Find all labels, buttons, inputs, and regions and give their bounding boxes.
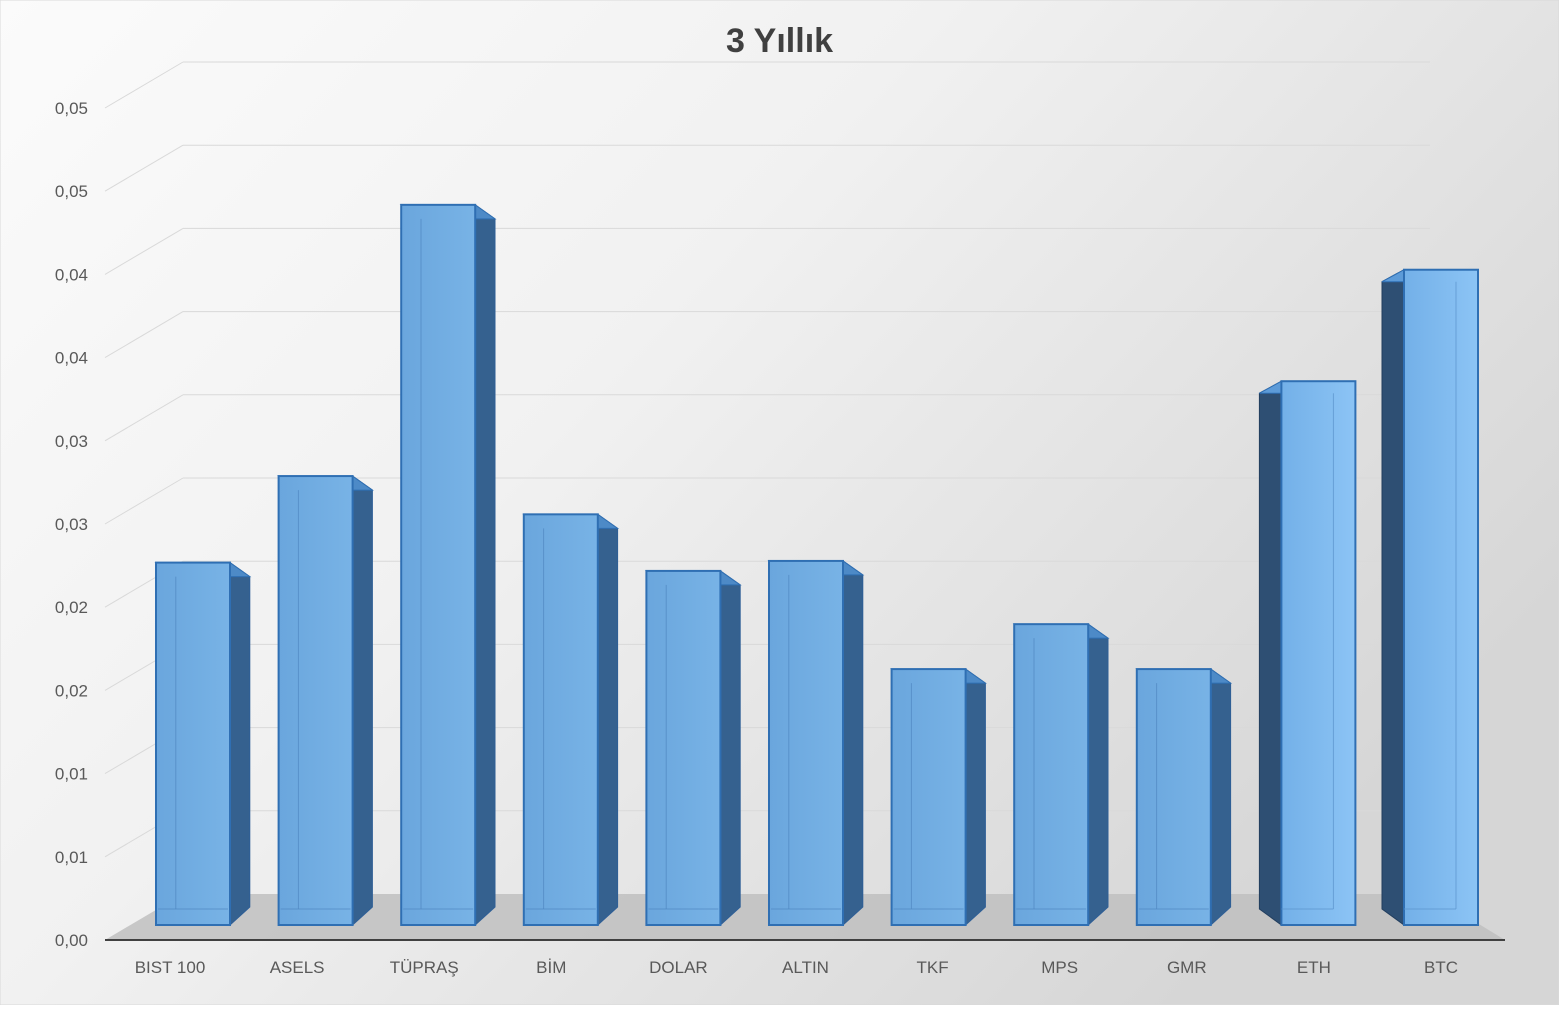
x-tick-label: ETH	[1297, 958, 1331, 977]
y-tick-label: 0,03	[55, 515, 88, 534]
x-tick-label: TÜPRAŞ	[390, 958, 459, 977]
bar-front	[522, 513, 599, 926]
gridline-diagonal	[104, 61, 184, 109]
x-tick-label: BTC	[1424, 958, 1458, 977]
y-tick-label: 0,01	[55, 848, 88, 867]
bar-front	[1403, 268, 1479, 926]
y-tick-label: 0,05	[55, 99, 88, 118]
bar-side	[474, 203, 496, 927]
bar-side	[352, 475, 373, 927]
x-tick-label: GMR	[1167, 958, 1207, 977]
bar-side	[229, 561, 251, 927]
bar	[1381, 268, 1479, 926]
y-tick-label: 0,04	[55, 349, 88, 368]
bar-side	[719, 569, 741, 927]
bar	[767, 559, 865, 927]
gridline-diagonal	[104, 394, 184, 442]
bar-front	[277, 475, 354, 926]
chart-title: 3 Yıllık	[725, 22, 834, 60]
bar-side	[1210, 668, 1232, 927]
y-tick-label: 0,04	[55, 265, 88, 284]
x-tick-label: BIST 100	[135, 958, 206, 977]
bar-front	[1135, 668, 1212, 927]
bar-front	[768, 559, 844, 926]
bar	[522, 513, 620, 927]
gridline-diagonal	[104, 227, 184, 275]
gridline-diagonal	[104, 144, 184, 192]
bar	[399, 203, 497, 927]
y-tick-label: 0,03	[55, 432, 88, 451]
x-axis: BIST 100 ASELS TÜPRAŞ BİM DOLAR ALTIN TKF MPS GM…	[135, 958, 1458, 977]
gridline-diagonal	[104, 311, 184, 359]
bar-front	[1013, 623, 1090, 926]
x-tick-label: MPS	[1041, 958, 1078, 977]
gridline-diagonal	[104, 477, 184, 525]
bar	[1012, 623, 1110, 927]
bar	[154, 561, 252, 927]
bar-side	[965, 668, 986, 927]
y-tick-label: 0,02	[55, 681, 88, 700]
x-tick-label: DOLAR	[649, 958, 708, 977]
x-tick-label: TKF	[917, 958, 949, 977]
y-tick-label: 0,05	[55, 182, 88, 201]
bar	[277, 475, 374, 927]
bar-side	[1258, 380, 1282, 926]
bar-side	[1381, 268, 1405, 926]
bar	[644, 569, 742, 927]
x-tick-label: BİM	[536, 958, 566, 977]
bar-side	[597, 513, 619, 927]
y-axis: 0,00 0,01 0,01 0,02 0,02 0,03 0,03 0,04 0,04 0,05…	[55, 99, 88, 950]
bar-front	[1280, 380, 1357, 926]
bar	[1135, 668, 1233, 927]
x-tick-label: ALTIN	[782, 958, 829, 977]
bar-front	[890, 668, 967, 927]
bar-front	[155, 561, 231, 926]
bar-side	[842, 559, 864, 927]
y-tick-label: 0,01	[55, 765, 88, 784]
bars	[154, 203, 1479, 927]
x-tick-label: ASELS	[270, 958, 325, 977]
bar-side	[1087, 623, 1109, 927]
bar	[890, 668, 987, 927]
bar-front	[645, 569, 722, 926]
y-tick-label: 0,02	[55, 598, 88, 617]
bar	[1258, 380, 1357, 926]
bar-front	[400, 203, 477, 927]
y-tick-label: 0,00	[55, 931, 88, 950]
